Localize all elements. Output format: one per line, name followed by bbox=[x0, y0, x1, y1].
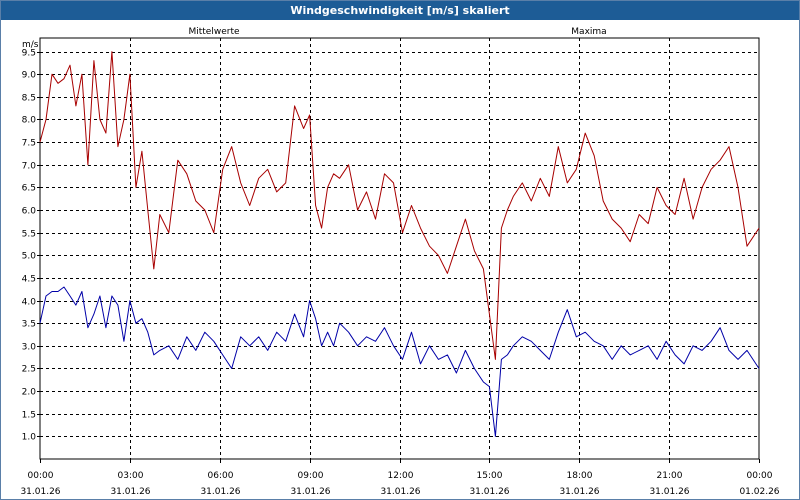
y-tick-label: 2.5 bbox=[22, 365, 36, 375]
y-tick-label: 7.0 bbox=[22, 162, 37, 172]
y-tick-label: 5.5 bbox=[22, 230, 36, 240]
y-tick-label: 3.0 bbox=[22, 343, 37, 353]
y-tick-label: 9.0 bbox=[22, 71, 37, 81]
x-tick-time-label: 09:00 bbox=[298, 471, 324, 481]
series-lines bbox=[39, 51, 760, 437]
y-tick-label: 8.0 bbox=[22, 116, 37, 126]
x-tick-time-label: 06:00 bbox=[208, 471, 234, 481]
x-axis: 00:00 31.01.26 03:00 31.01.26 06:00 31.01.26 0… bbox=[20, 459, 780, 497]
y-axis: 1.0 1.5 2.0 2.5 3.0 3.5 4.0 4.5 5.0 5.5 6.0 6.5 7.0 7… bbox=[22, 49, 40, 443]
x-tick-date-label: 31.01.26 bbox=[200, 487, 240, 497]
y-axis-label: m/s bbox=[22, 40, 39, 50]
y-tick-label: 1.5 bbox=[22, 411, 36, 421]
window-title: Windgeschwindigkeit [m/s] skaliert bbox=[1, 1, 799, 20]
x-tick-date-label: 31.01.26 bbox=[290, 487, 330, 497]
x-tick-date-label: 31.01.26 bbox=[380, 487, 420, 497]
legend-mittelwerte: Mittelwerte bbox=[188, 27, 239, 37]
series-line-maxima bbox=[39, 51, 760, 360]
x-tick-time-label: 00:00 bbox=[747, 471, 773, 481]
x-tick-date-label: 01.02.26 bbox=[739, 487, 779, 497]
y-tick-label: 8.5 bbox=[22, 94, 36, 104]
legend-maxima: Maxima bbox=[571, 27, 606, 37]
x-tick-time-label: 18:00 bbox=[567, 471, 593, 481]
y-tick-label: 2.0 bbox=[22, 388, 37, 398]
y-tick-label: 6.0 bbox=[22, 207, 37, 217]
x-tick-time-label: 15:00 bbox=[477, 471, 503, 481]
x-tick-date-label: 31.01.26 bbox=[110, 487, 150, 497]
y-tick-label: 4.5 bbox=[22, 275, 36, 285]
y-tick-label: 7.5 bbox=[22, 139, 36, 149]
y-tick-label: 6.5 bbox=[22, 184, 36, 194]
series-line-mittelwerte bbox=[39, 286, 760, 437]
y-tick-label: 3.5 bbox=[22, 320, 36, 330]
x-tick-date-label: 31.01.26 bbox=[469, 487, 509, 497]
x-tick-date-label: 31.01.26 bbox=[559, 487, 599, 497]
x-tick-time-label: 21:00 bbox=[657, 471, 683, 481]
y-tick-label: 9.5 bbox=[22, 49, 36, 59]
x-tick-date-label: 31.01.26 bbox=[649, 487, 689, 497]
x-tick-date-label: 31.01.26 bbox=[20, 487, 60, 497]
y-tick-label: 4.0 bbox=[22, 298, 37, 308]
x-tick-time-label: 03:00 bbox=[118, 471, 144, 481]
grid-lines bbox=[40, 38, 759, 459]
x-tick-time-label: 12:00 bbox=[388, 471, 414, 481]
y-tick-label: 1.0 bbox=[22, 433, 37, 443]
x-tick-time-label: 00:00 bbox=[28, 471, 54, 481]
plot-area bbox=[39, 37, 760, 460]
y-tick-label: 5.0 bbox=[22, 252, 37, 262]
